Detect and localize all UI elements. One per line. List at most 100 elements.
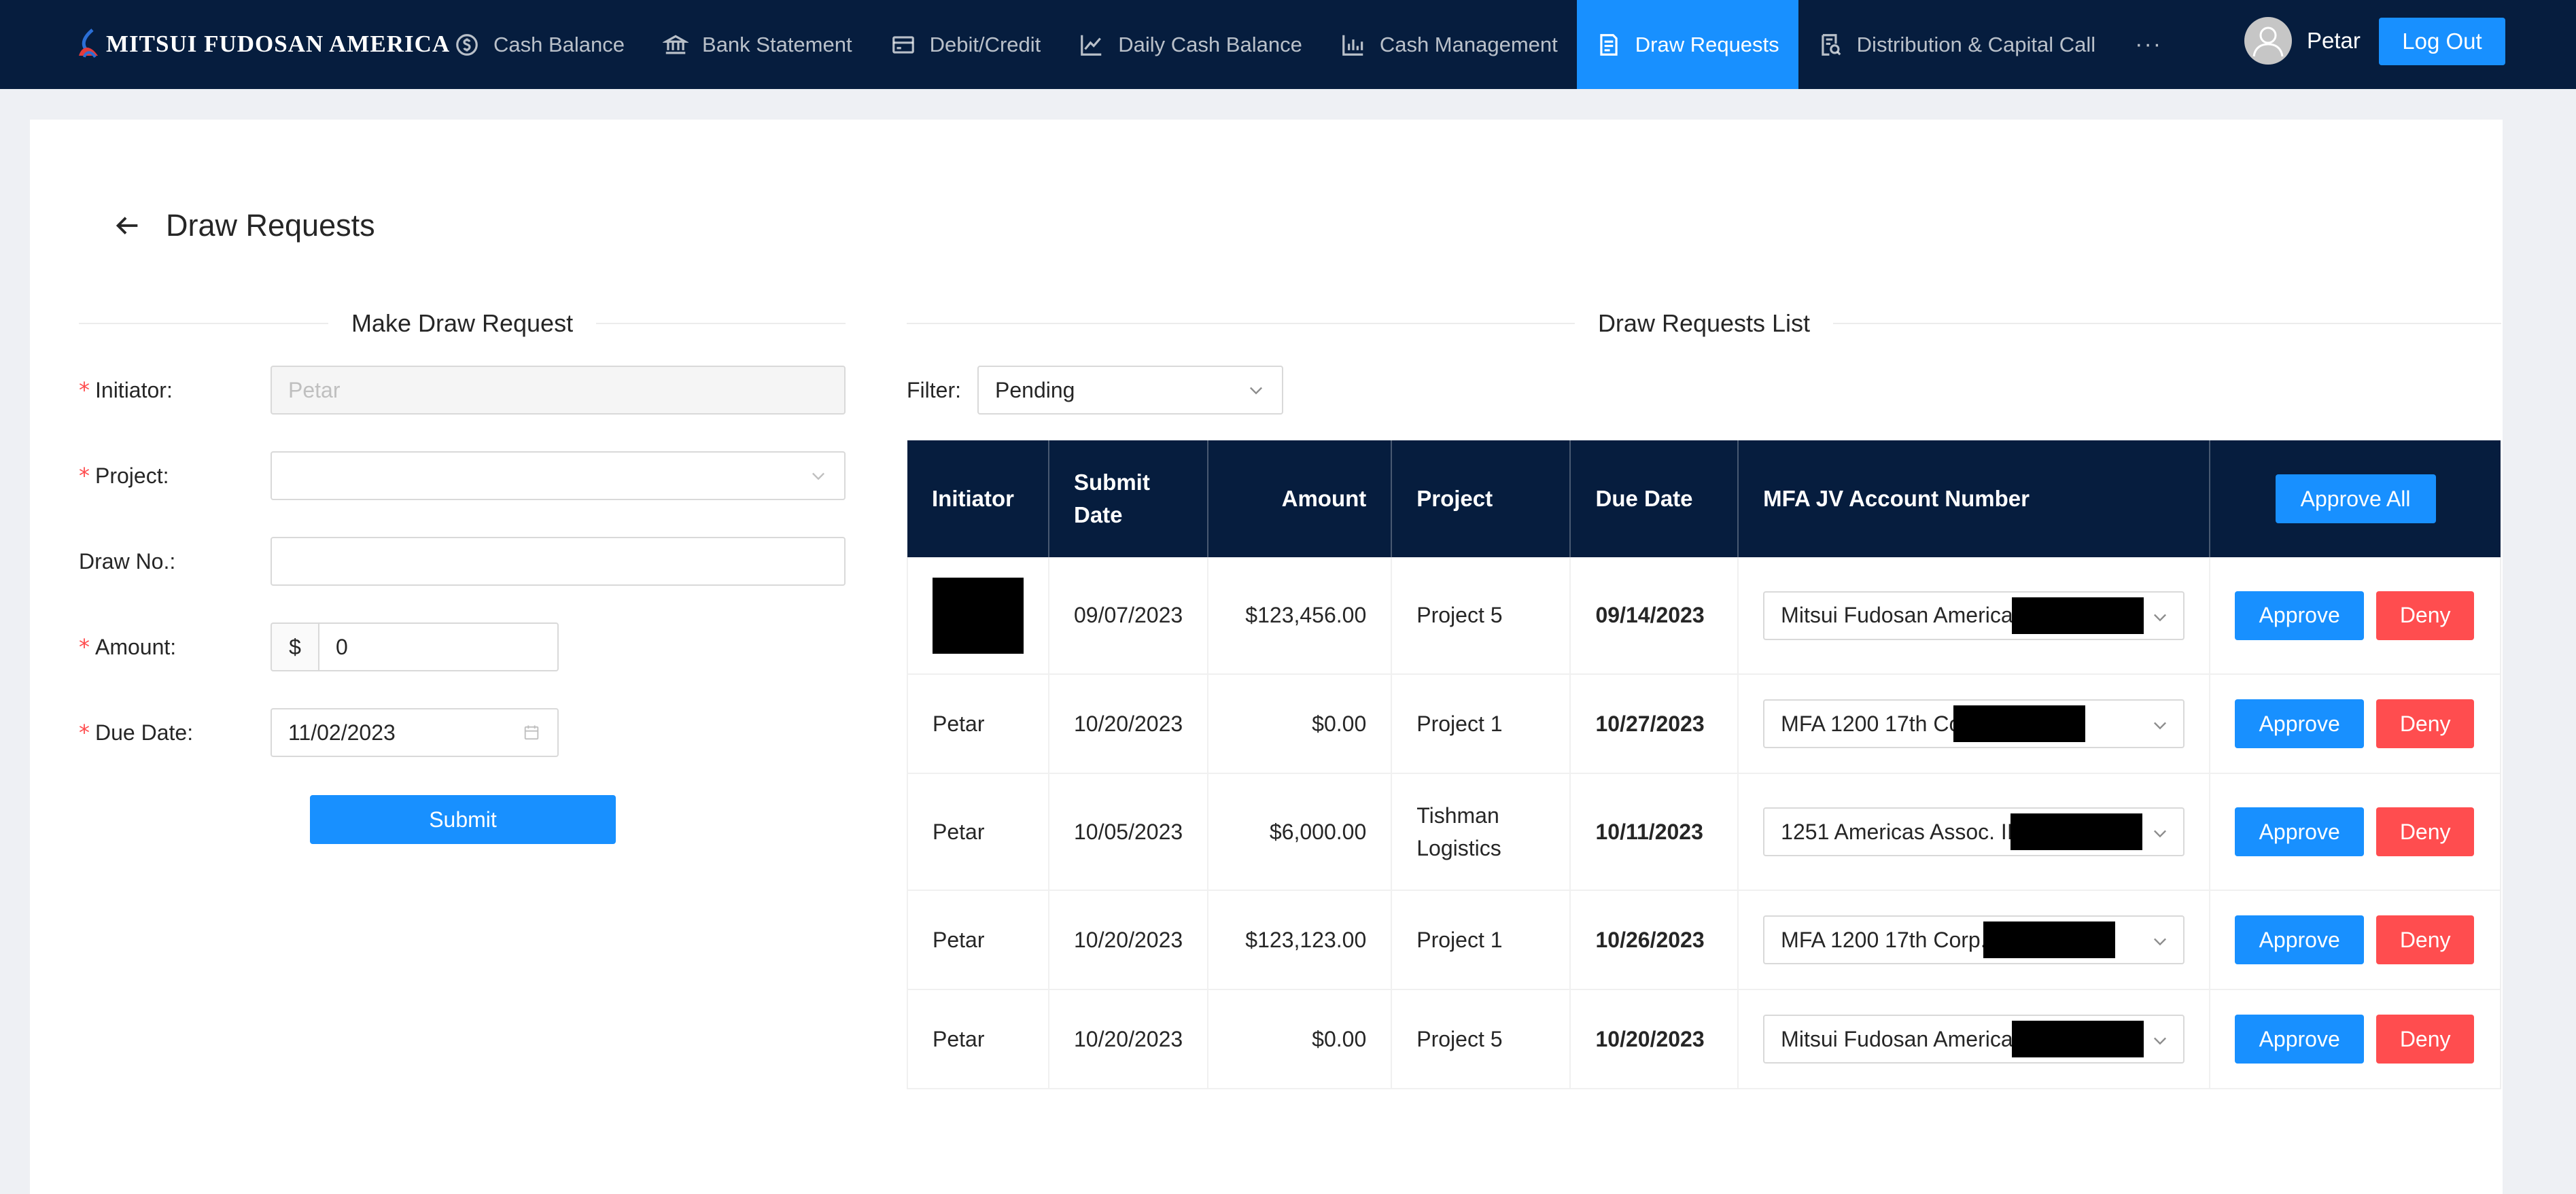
redacted-block: [1983, 921, 2116, 958]
form-row-initiator: * Initiator: Petar: [79, 366, 846, 415]
column-header: Amount: [1208, 440, 1393, 557]
brand-logo[interactable]: MITSUI FUDOSAN AMERICA: [75, 26, 450, 63]
chevron-down-icon: [2154, 938, 2167, 946]
nav-item-distribution-capital-call[interactable]: Distribution & Capital Call: [1798, 0, 2114, 89]
account-select[interactable]: MFA 1200 17th Corp.: [1763, 915, 2185, 964]
nav-item-cash-management[interactable]: Cash Management: [1321, 0, 1577, 89]
account-select-value: MFA 1200 17th Corp.: [1781, 927, 1987, 952]
form-row-draw-no: Draw No.:: [79, 537, 846, 586]
project-cell: Project 5: [1391, 557, 1571, 675]
account-select-value: MFA 1200 17th Co: [1781, 711, 1962, 736]
required-mark: *: [79, 634, 90, 660]
approve-button[interactable]: Approve: [2235, 1015, 2365, 1064]
table-row: Petar 10/20/2023 $0.00 Project 5 10/20/2…: [907, 989, 2501, 1089]
account-select[interactable]: Mitsui Fudosan America,: [1763, 1015, 2185, 1064]
arrow-left-icon[interactable]: [111, 210, 143, 241]
project-cell: Project 1: [1391, 890, 1571, 990]
filter-bar: Filter: Pending: [907, 366, 1283, 415]
draw-no-label: Draw No.:: [79, 548, 176, 574]
initiator-cell: Petar: [907, 674, 1049, 774]
chevron-down-icon: [2154, 1037, 2167, 1045]
logout-button[interactable]: Log Out: [2379, 18, 2505, 65]
submit-date-cell: 10/20/2023: [1049, 674, 1209, 774]
filter-label: Filter:: [907, 377, 961, 402]
nav-item-debit-credit[interactable]: Debit/Credit: [871, 0, 1060, 89]
approve-button[interactable]: Approve: [2235, 591, 2365, 640]
actions-cell: Approve Deny: [2210, 989, 2501, 1089]
row-actions: Approve Deny: [2235, 1015, 2475, 1064]
amount-label: * Amount:: [79, 634, 177, 660]
nav-more-icon[interactable]: ···: [2135, 31, 2163, 57]
draw-no-input[interactable]: [271, 537, 846, 586]
amount-input[interactable]: 0: [318, 622, 559, 671]
approve-all-button[interactable]: Approve All: [2275, 474, 2436, 523]
filter-select[interactable]: Pending: [977, 366, 1283, 415]
approve-button[interactable]: Approve: [2235, 807, 2365, 856]
account-cell: MFA 1200 17th Co: [1738, 674, 2211, 774]
account-select[interactable]: MFA 1200 17th Co: [1763, 699, 2185, 748]
account-select[interactable]: 1251 Americas Assoc. II,: [1763, 807, 2185, 856]
due-date-picker[interactable]: 11/02/2023: [271, 708, 559, 757]
filter-value: Pending: [995, 377, 1075, 402]
amount-cell: $123,123.00: [1208, 890, 1393, 990]
line-chart-icon: [1081, 35, 1102, 56]
bar-chart-icon: [1342, 35, 1363, 56]
make-draw-request-heading: Make Draw Request: [79, 303, 846, 344]
initiator-label: * Initiator:: [79, 377, 173, 403]
initiator-label-text: Initiator: [95, 378, 167, 402]
user-menu[interactable]: Petar: [2244, 16, 2361, 65]
credit-card-icon: [892, 35, 914, 54]
submit-date-cell: 10/20/2023: [1049, 989, 1209, 1089]
project-cell: Project 1: [1391, 674, 1571, 774]
due-date-label: * Due Date:: [79, 720, 194, 745]
column-header-actions: Approve All: [2210, 440, 2501, 557]
form-row-due-date: * Due Date: 11/02/2023: [79, 708, 559, 757]
draw-requests-table: Initiator Submit Date Amount Project Due…: [907, 440, 2501, 1089]
approve-button[interactable]: Approve: [2235, 699, 2365, 748]
actions-cell: Approve Deny: [2210, 773, 2501, 891]
nav-item-label: Cash Balance: [493, 32, 625, 56]
redacted-block: [2011, 813, 2143, 850]
deny-button[interactable]: Deny: [2376, 699, 2475, 748]
avatar: [2244, 17, 2292, 65]
account-select-value: Mitsui Fudosan America,: [1781, 603, 2019, 627]
column-header: Due Date: [1570, 440, 1739, 557]
due-date-value: 11/02/2023: [288, 720, 396, 745]
account-select[interactable]: Mitsui Fudosan America,: [1763, 591, 2185, 640]
dollar-circle-icon: [456, 33, 478, 56]
deny-button[interactable]: Deny: [2376, 1015, 2475, 1064]
redacted-block: [933, 577, 1024, 654]
section-title: Make Draw Request: [351, 309, 574, 337]
file-text-icon: [1600, 33, 1618, 56]
brand-logo-icon: [79, 29, 98, 58]
project-select[interactable]: [271, 451, 846, 500]
redacted-block: [1953, 705, 2086, 742]
row-actions: Approve Deny: [2235, 699, 2475, 748]
chevron-down-icon: [1250, 387, 1262, 395]
amount-cell: $6,000.00: [1208, 773, 1393, 891]
nav-item-label: Daily Cash Balance: [1118, 32, 1302, 56]
divider-line: [907, 323, 1575, 324]
section-title: Draw Requests List: [1597, 309, 1811, 337]
form-row-amount: * Amount: $ 0: [79, 622, 559, 671]
audit-icon: [1822, 33, 1841, 56]
required-mark: *: [79, 720, 90, 745]
table-header-row: Initiator Submit Date Amount Project Due…: [907, 440, 2501, 557]
deny-button[interactable]: Deny: [2376, 591, 2475, 640]
due-date-cell: 10/20/2023: [1570, 989, 1739, 1089]
submit-button[interactable]: Submit: [310, 795, 616, 844]
account-cell: MFA 1200 17th Corp.: [1738, 890, 2211, 990]
column-header: Project: [1391, 440, 1571, 557]
deny-button[interactable]: Deny: [2376, 915, 2475, 964]
submit-date-cell: 10/05/2023: [1049, 773, 1209, 891]
nav-item-draw-requests[interactable]: Draw Requests: [1576, 0, 1798, 89]
approve-button[interactable]: Approve: [2235, 915, 2365, 964]
nav-item-bank-statement[interactable]: Bank Statement: [644, 0, 871, 89]
deny-button[interactable]: Deny: [2376, 807, 2475, 856]
chevron-down-icon: [2154, 830, 2167, 838]
due-date-cell: 10/27/2023: [1570, 674, 1739, 774]
nav-item-cash-balance[interactable]: Cash Balance: [435, 0, 644, 89]
nav-item-daily-cash-balance[interactable]: Daily Cash Balance: [1060, 0, 1321, 89]
account-select-value: 1251 Americas Assoc. II,: [1781, 819, 2019, 844]
row-actions: Approve Deny: [2235, 591, 2475, 640]
